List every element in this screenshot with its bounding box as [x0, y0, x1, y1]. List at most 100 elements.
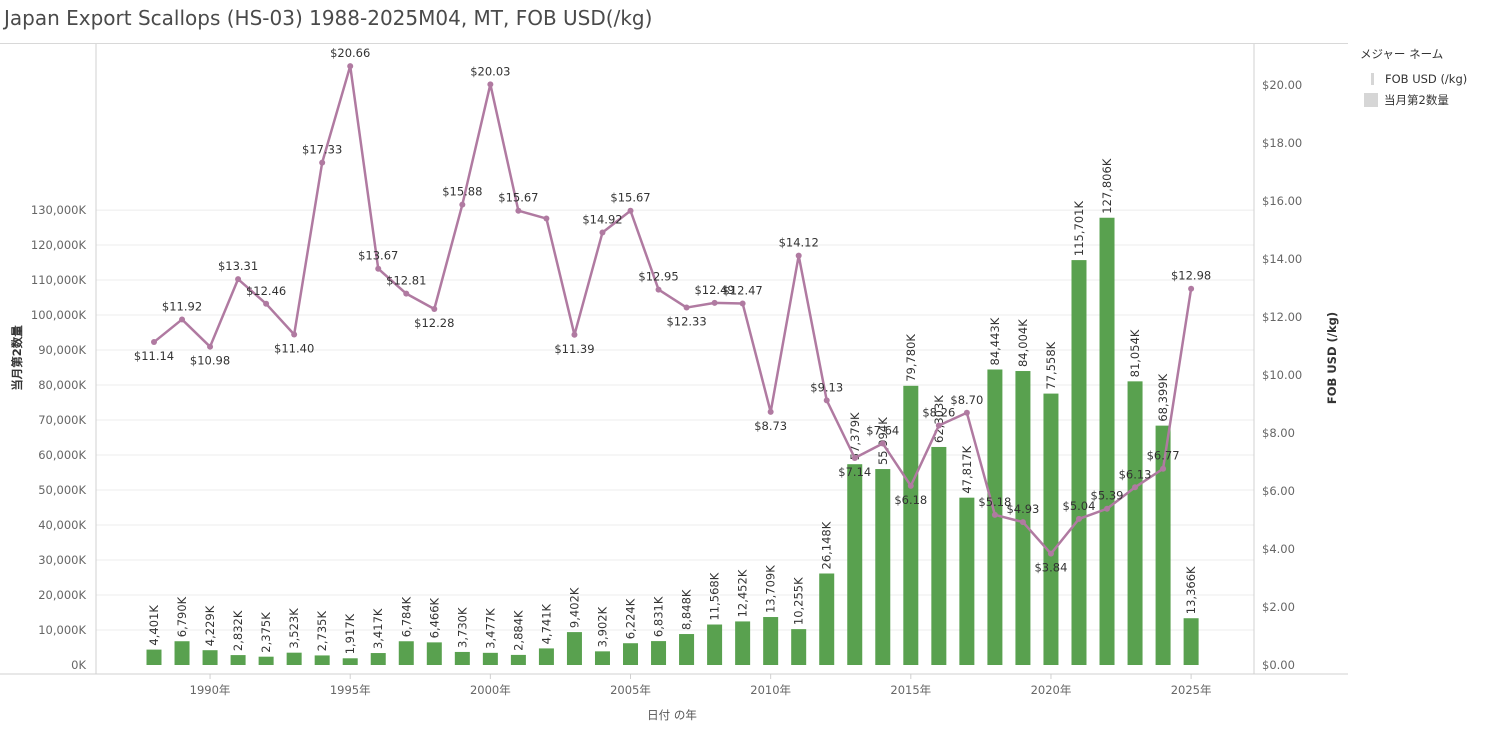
bar-mark — [146, 649, 162, 665]
left-tick-label: 20,000K — [38, 588, 86, 602]
right-tick-label: $6.00 — [1262, 484, 1295, 498]
bar-value-label: 2,735K — [315, 611, 329, 652]
line-value-label: $12.47 — [723, 283, 763, 297]
bar-mark — [791, 629, 807, 665]
line-point — [739, 300, 746, 307]
left-tick-label: 10,000K — [38, 623, 86, 637]
left-tick-label: 0K — [71, 658, 86, 672]
bar-mark — [1043, 393, 1059, 665]
right-tick-label: $4.00 — [1262, 542, 1295, 556]
line-value-label: $13.31 — [218, 259, 258, 273]
bar-mark — [314, 655, 330, 665]
line-value-label: $6.77 — [1147, 449, 1180, 463]
line-point — [1104, 505, 1111, 512]
line-point — [347, 63, 354, 70]
line-value-label: $3.84 — [1034, 561, 1067, 575]
line-value-label: $14.12 — [779, 236, 819, 250]
x-tick-label: 2015年 — [890, 683, 931, 697]
bar-mark — [202, 650, 218, 665]
bar-value-label: 3,477K — [483, 608, 497, 649]
line-point — [459, 201, 466, 208]
line-point — [375, 265, 382, 272]
right-tick-label: $0.00 — [1262, 658, 1295, 672]
line-value-label: $20.66 — [330, 46, 370, 60]
bar-mark — [623, 643, 639, 665]
line-value-label: $12.81 — [386, 274, 426, 288]
line-point — [963, 409, 970, 416]
bar-mark — [1071, 260, 1087, 665]
x-tick-label: 2020年 — [1031, 683, 1072, 697]
line-point — [543, 215, 550, 222]
line-value-label: $13.67 — [358, 249, 398, 263]
line-value-label: $15.88 — [442, 185, 482, 199]
line-point — [711, 299, 718, 306]
legend-item-fob[interactable]: FOB USD (/kg) — [1360, 68, 1467, 89]
line-value-label: $14.92 — [582, 212, 622, 226]
bar-mark — [1155, 425, 1171, 665]
left-tick-label: 110,000K — [31, 273, 87, 287]
line-point — [403, 290, 410, 297]
bar-mark — [1015, 371, 1031, 665]
line-value-label: $12.95 — [638, 270, 678, 284]
bar-value-label: 26,148K — [820, 521, 834, 569]
legend-item-quantity[interactable]: 当月第2数量 — [1360, 89, 1467, 110]
bar-mark — [510, 654, 526, 665]
line-point — [207, 343, 214, 350]
bar-mark — [875, 469, 891, 665]
line-value-label: $11.14 — [134, 349, 174, 363]
line-point — [907, 482, 914, 489]
line-value-label: $5.39 — [1091, 489, 1124, 503]
line-point — [683, 304, 690, 311]
fob-price-line — [153, 64, 1193, 555]
right-tick-label: $20.00 — [1262, 78, 1302, 92]
bar-mark — [258, 656, 274, 665]
line-value-label: $17.33 — [302, 143, 342, 157]
bar-value-label: 57,379K — [848, 412, 862, 460]
bar-value-label: 2,884K — [511, 610, 525, 651]
line-value-label: $8.26 — [922, 406, 955, 420]
line-value-label: $15.67 — [610, 191, 650, 205]
line-point — [431, 306, 438, 313]
left-tick-label: 100,000K — [31, 308, 87, 322]
line-value-label: $11.92 — [162, 299, 202, 313]
line-value-label: $11.39 — [554, 342, 594, 356]
right-tick-label: $14.00 — [1262, 252, 1302, 266]
left-tick-label: 70,000K — [38, 413, 86, 427]
bar-value-label: 3,523K — [287, 608, 301, 649]
bar-mark — [931, 446, 947, 665]
x-tick-label: 1990年 — [190, 683, 231, 697]
bar-value-label: 47,817K — [960, 445, 974, 493]
bar-value-label: 3,730K — [455, 607, 469, 648]
legend-label-quantity: 当月第2数量 — [1384, 92, 1449, 107]
bar-value-label: 12,452K — [736, 569, 750, 617]
line-point — [151, 339, 157, 346]
line-point — [767, 408, 774, 415]
bar-value-label: 3,902K — [595, 606, 609, 647]
right-tick-label: $12.00 — [1262, 310, 1302, 324]
bar-mark — [959, 497, 975, 665]
line-point — [1047, 550, 1054, 557]
bar-mark — [1099, 217, 1115, 665]
bar-swatch-icon — [1364, 92, 1378, 107]
bar-mark — [174, 641, 190, 665]
x-tick-label: 1995年 — [330, 683, 371, 697]
bar-mark — [566, 632, 582, 665]
bar-mark — [1183, 618, 1199, 665]
bar-value-label: 6,466K — [427, 597, 441, 638]
line-point — [795, 252, 802, 259]
x-tick-label: 2025年 — [1171, 683, 1212, 697]
legend: メジャー ネーム FOB USD (/kg) 当月第2数量 — [1360, 46, 1467, 110]
line-point — [655, 286, 662, 293]
bar-value-label: 2,375K — [259, 612, 273, 653]
line-value-label: $8.73 — [754, 419, 787, 433]
bar-value-label: 6,224K — [624, 598, 638, 639]
bar-mark — [819, 573, 835, 665]
line-point — [991, 511, 998, 518]
bar-value-label: 6,831K — [652, 596, 666, 637]
line-point — [263, 300, 270, 307]
bar-mark — [903, 385, 919, 665]
line-point — [235, 276, 242, 283]
bar-mark — [342, 658, 358, 665]
bar-mark — [763, 617, 779, 665]
x-tick-label: 2005年 — [610, 683, 651, 697]
